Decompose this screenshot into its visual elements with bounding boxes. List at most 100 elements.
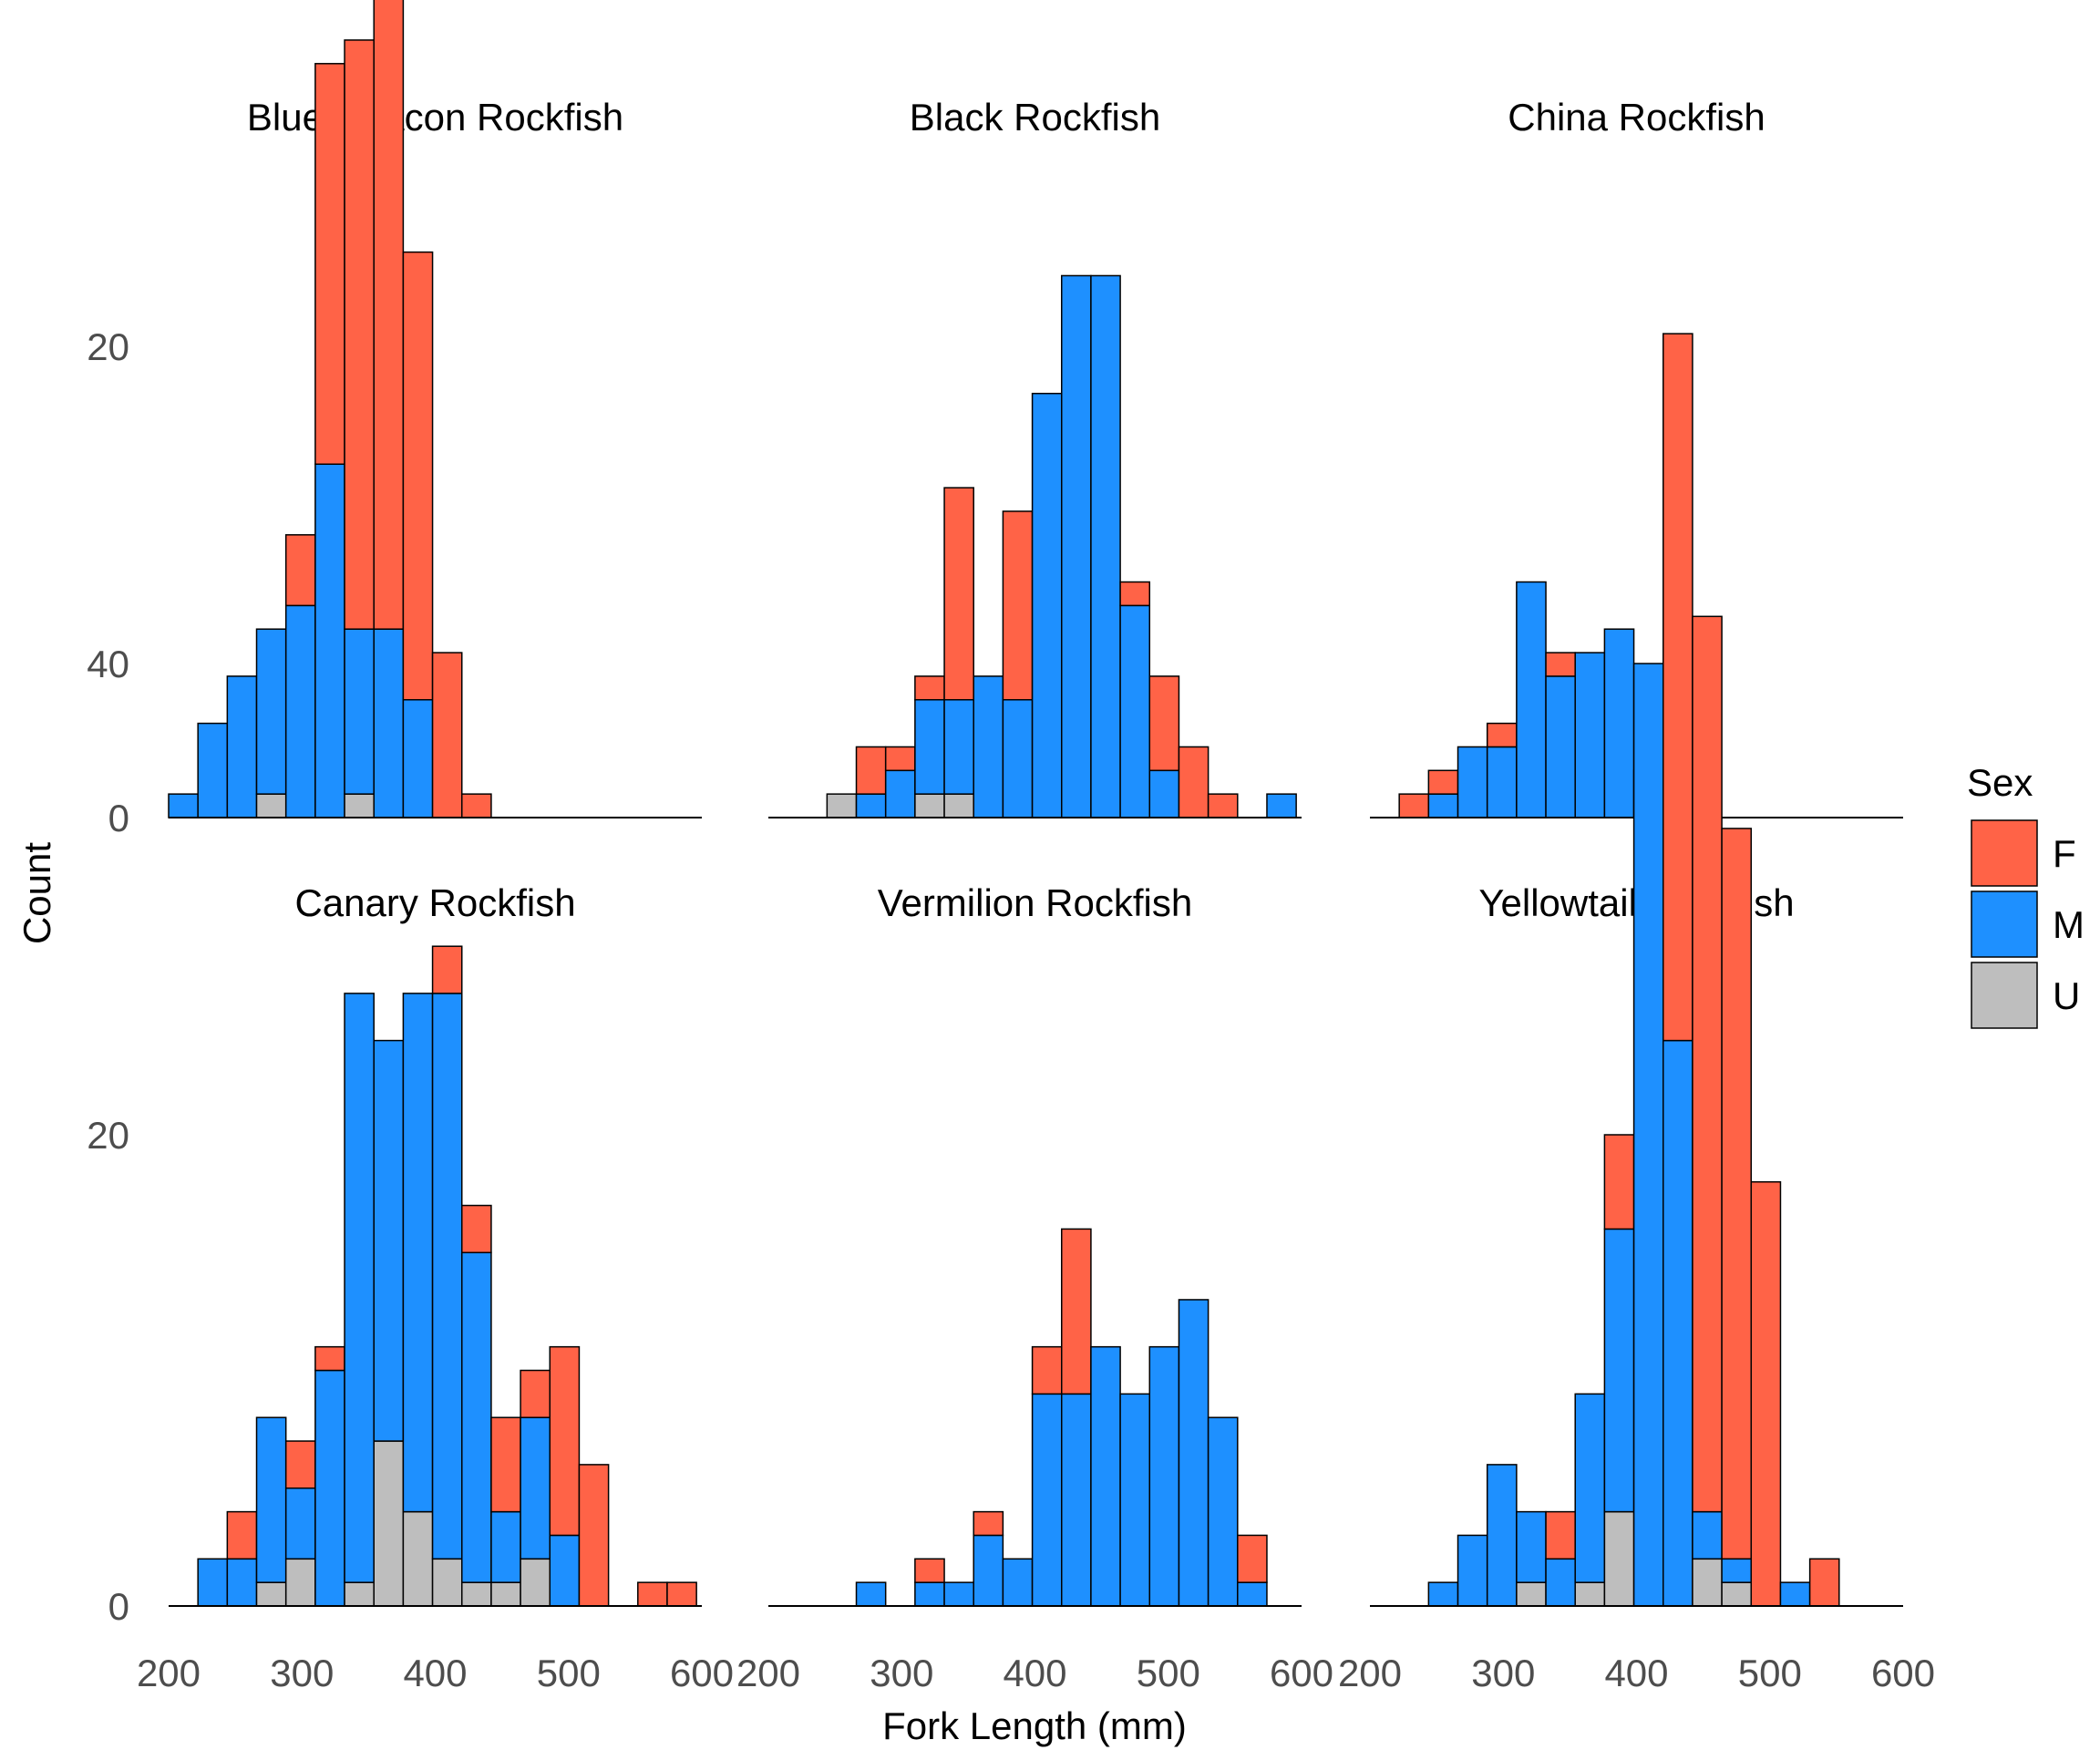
legend-label-m: M — [2053, 903, 2085, 946]
histogram-bar-u — [255, 793, 287, 818]
legend-key-m — [1971, 890, 2038, 958]
histogram-bar-m — [314, 1369, 345, 1607]
histogram-bar-m — [168, 793, 199, 818]
histogram-bar-m — [914, 1581, 945, 1607]
histogram-bar-m — [431, 993, 463, 1560]
histogram-bar-m — [973, 1534, 1004, 1607]
facet-panel: Blue/Deacon Rockfish — [168, 0, 702, 818]
histogram-bar-m — [402, 993, 434, 1513]
histogram-bar-m — [1457, 1534, 1488, 1607]
facet-title: China Rockfish — [1508, 96, 1765, 139]
histogram-bar-u — [461, 1581, 492, 1607]
histogram-bar-u — [943, 793, 974, 818]
histogram-bar-m — [1148, 1345, 1180, 1607]
histogram-bar-u — [1692, 1558, 1723, 1607]
legend-key-u — [1971, 962, 2038, 1029]
legend-title: Sex — [1967, 761, 2033, 804]
histogram-bar-m — [1779, 1581, 1811, 1607]
histogram-bar-m — [226, 1558, 258, 1607]
histogram-bar-m — [255, 1416, 287, 1583]
legend-entries: FMU — [1971, 819, 2085, 1029]
histogram-bar-m — [1002, 1558, 1034, 1607]
histogram-bar-m — [1090, 274, 1121, 818]
x-tick-label: 300 — [1471, 1652, 1535, 1694]
histogram-bar-f — [1398, 793, 1430, 818]
y-tick-label: 0 — [108, 1585, 129, 1628]
histogram-bar-f — [1031, 1345, 1063, 1395]
histogram-bar-m — [1457, 746, 1488, 818]
histogram-bar-f — [1207, 793, 1239, 818]
x-axis-title: Fork Length (mm) — [882, 1704, 1187, 1747]
histogram-bar-f — [1119, 581, 1151, 607]
histogram-bar-m — [855, 1581, 887, 1607]
histogram-bar-m — [373, 1039, 405, 1442]
histogram-bar-m — [1603, 1228, 1635, 1513]
histogram-bar-f — [461, 1204, 492, 1254]
histogram-bar-m — [1574, 652, 1606, 818]
histogram-bar-f — [914, 1558, 945, 1583]
histogram-bar-f — [431, 945, 463, 994]
x-tick-label: 200 — [137, 1652, 201, 1694]
histogram-bar-f — [1721, 828, 1753, 1560]
histogram-bar-f — [1545, 652, 1576, 677]
histogram-bar-m — [549, 1534, 581, 1607]
histogram-bar-m — [490, 1510, 521, 1583]
x-tick-label: 300 — [870, 1652, 933, 1694]
x-tick-label: 200 — [1338, 1652, 1402, 1694]
histogram-bar-m — [226, 675, 258, 818]
histogram-bar-f — [884, 746, 916, 772]
histogram-bar-f — [373, 0, 405, 630]
histogram-bar-f — [549, 1345, 581, 1537]
histogram-bar-m — [461, 1251, 492, 1583]
histogram-bar-f — [637, 1581, 668, 1607]
histogram-bar-m — [973, 675, 1004, 818]
y-axis-tick-labels: 0204002040 — [87, 325, 129, 1628]
y-tick-label: 0 — [108, 797, 129, 839]
histogram-bar-f — [284, 1440, 316, 1489]
histogram-bar-m — [373, 628, 405, 818]
histogram-bar-f — [1002, 510, 1034, 701]
histogram-bar-m — [1516, 581, 1547, 818]
histogram-bar-m — [402, 699, 434, 818]
facet-title: Vermilion Rockfish — [878, 881, 1192, 924]
histogram-bar-m — [1427, 793, 1459, 818]
x-tick-label: 500 — [1137, 1652, 1200, 1694]
histogram-bar-f — [1427, 769, 1459, 795]
histogram-bar-m — [1002, 699, 1034, 818]
x-tick-label: 500 — [1738, 1652, 1802, 1694]
histogram-bar-f — [973, 1510, 1004, 1537]
histogram-bar-f — [1545, 1510, 1576, 1560]
histogram-bar-f — [1061, 1228, 1092, 1395]
histogram-bar-f — [431, 652, 463, 818]
x-tick-label: 600 — [670, 1652, 734, 1694]
histogram-bar-f — [490, 1416, 521, 1513]
x-tick-label: 400 — [1604, 1652, 1668, 1694]
histogram-bar-m — [855, 793, 887, 818]
histogram-bar-m — [1545, 675, 1576, 818]
histogram-bar-f — [226, 1510, 258, 1560]
histogram-bar-m — [1061, 274, 1092, 818]
histogram-bar-u — [402, 1510, 434, 1607]
facet-panel: Vermilion Rockfish — [768, 881, 1302, 1607]
histogram-bar-f — [666, 1581, 697, 1607]
histogram-bar-m — [284, 1488, 316, 1560]
histogram-bar-m — [255, 628, 287, 795]
histogram-bar-f — [520, 1369, 551, 1418]
histogram-bar-u — [344, 1581, 375, 1607]
histogram-bar-f — [943, 487, 974, 701]
legend-key-f — [1971, 819, 2038, 887]
histogram-bar-u — [490, 1581, 521, 1607]
histogram-bar-u — [520, 1558, 551, 1607]
histogram-bar-f — [1662, 333, 1693, 1042]
histogram-bar-m — [1207, 1416, 1239, 1607]
histogram-bar-m — [344, 993, 375, 1583]
histogram-bar-m — [914, 699, 945, 795]
histogram-bar-f — [1486, 722, 1518, 748]
histogram-bar-m — [520, 1416, 551, 1560]
y-tick-label: 40 — [87, 643, 129, 685]
y-tick-label: 20 — [87, 1114, 129, 1157]
x-tick-label: 200 — [736, 1652, 800, 1694]
histogram-bar-u — [1603, 1510, 1635, 1607]
histogram-bar-m — [1237, 1581, 1268, 1607]
